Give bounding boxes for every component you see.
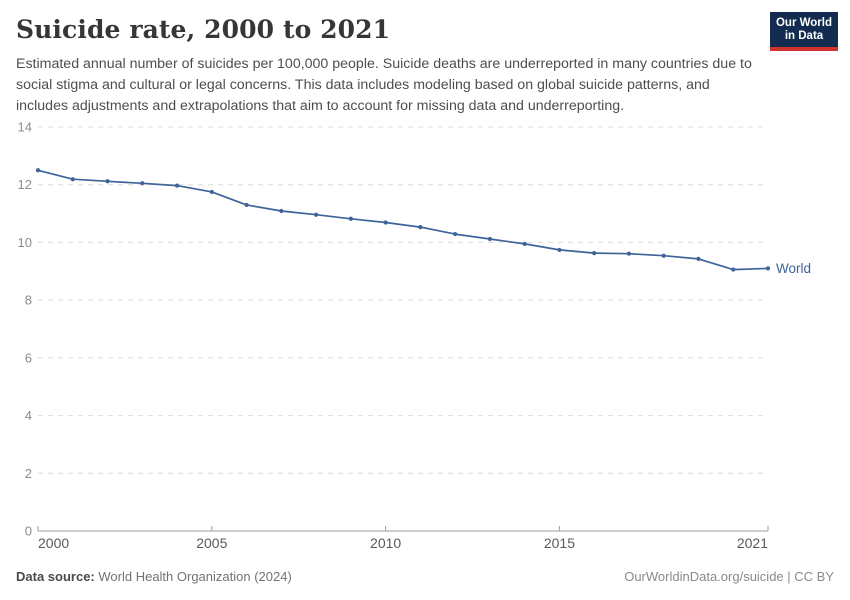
data-source-value: World Health Organization (2024): [98, 569, 292, 584]
chart-subtitle: Estimated annual number of suicides per …: [16, 55, 752, 114]
x-tick-label: 2005: [196, 535, 227, 551]
chart-footer: Data source: World Health Organization (…: [16, 569, 834, 584]
owid-logo-line2: in Data: [784, 30, 824, 42]
data-point: [522, 241, 527, 246]
y-tick-label: 0: [25, 524, 32, 539]
y-tick-label: 14: [18, 120, 32, 135]
y-tick-label: 8: [25, 293, 32, 308]
y-tick-label: 6: [25, 350, 32, 365]
x-tick-label: 2015: [544, 535, 575, 551]
y-tick-label: 2: [25, 466, 32, 481]
x-tick-label: 2010: [370, 535, 401, 551]
owid-logo-line1: Our World: [775, 17, 832, 29]
data-point: [696, 256, 701, 261]
y-tick-label: 12: [18, 177, 32, 192]
data-source: Data source: World Health Organization (…: [16, 569, 292, 584]
series-end-label: World: [776, 261, 811, 276]
attribution: OurWorldinData.org/suicide | CC BY: [624, 569, 834, 584]
data-point: [557, 247, 562, 253]
data-point: [592, 251, 597, 256]
data-source-label: Data source:: [16, 569, 95, 584]
data-point: [626, 251, 632, 256]
chart-header: Suicide rate, 2000 to 2021 Estimated ann…: [16, 16, 766, 117]
data-point: [70, 177, 75, 182]
owid-logo: Our World in Data: [770, 12, 838, 51]
data-point: [140, 181, 145, 186]
series-line: [37, 169, 769, 271]
data-point: [105, 179, 110, 184]
data-point: [174, 183, 180, 188]
data-point: [244, 202, 249, 208]
data-point: [279, 208, 284, 214]
x-tick-label: 2021: [737, 535, 768, 551]
y-tick-label: 4: [25, 408, 32, 423]
data-point: [383, 220, 388, 225]
data-point: [348, 216, 353, 221]
data-point: [661, 253, 666, 258]
data-point: [487, 236, 493, 242]
data-point: [453, 231, 458, 237]
data-point: [313, 212, 319, 217]
data-point: [209, 189, 214, 195]
data-point: [418, 225, 423, 230]
data-point: [35, 168, 41, 173]
data-point: [765, 266, 771, 271]
x-tick-label: 2000: [38, 535, 69, 551]
y-tick-label: 10: [18, 235, 32, 250]
data-point: [731, 267, 736, 272]
page-title: Suicide rate, 2000 to 2021: [16, 15, 391, 44]
